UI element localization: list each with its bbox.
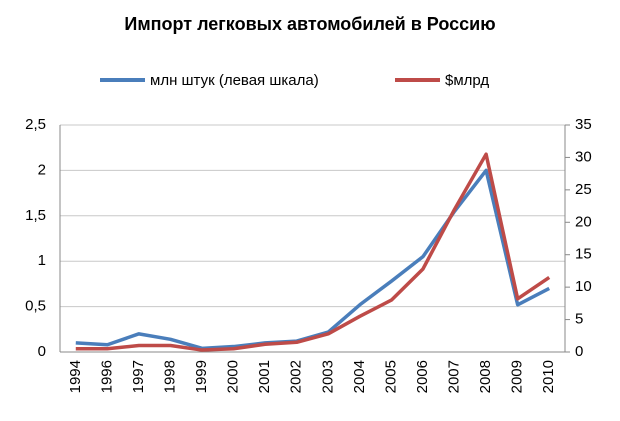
y-tick-label: 2,5 [25,116,46,133]
y2-tick-label: 10 [575,278,592,295]
series-line [75,152,551,352]
y2-tick-label: 25 [575,181,592,198]
x-tick-label: 2010 [540,360,557,393]
y2-tick-label: 15 [575,246,592,263]
y2-tick-label: 30 [575,148,592,165]
x-tick-label: 2008 [477,360,494,393]
y-tick-label: 1 [38,252,46,269]
y2-tick-label: 5 [575,311,583,328]
y-tick-label: 0,5 [25,298,46,315]
y2-tick-label: 0 [575,343,583,360]
legend-label: $млрд [445,72,489,89]
legend-label: млн штук (левая шкала) [150,72,319,89]
y-tick-label: 0 [38,343,46,360]
x-tick-label: 2003 [319,360,336,393]
x-tick-label: 1998 [161,360,178,393]
x-tick-label: 2000 [225,360,242,393]
series-line [75,168,551,351]
x-tick-label: 1996 [98,360,115,393]
x-tick-label: 2005 [382,360,399,393]
chart-title: Импорт легковых автомобилей в Россию [124,14,495,34]
x-tick-label: 1999 [193,360,210,393]
x-tick-label: 1994 [67,360,84,393]
y2-tick-label: 35 [575,116,592,133]
x-tick-label: 2001 [256,360,273,393]
x-tick-label: 2002 [288,360,305,393]
x-tick-label: 2009 [509,360,526,393]
x-tick-label: 2006 [414,360,431,393]
x-tick-label: 2004 [351,360,368,393]
x-tick-label: 1997 [130,360,147,393]
x-tick-label: 2007 [446,360,463,393]
y-tick-label: 2 [38,161,46,178]
y-tick-label: 1,5 [25,207,46,224]
y2-tick-label: 20 [575,213,592,230]
